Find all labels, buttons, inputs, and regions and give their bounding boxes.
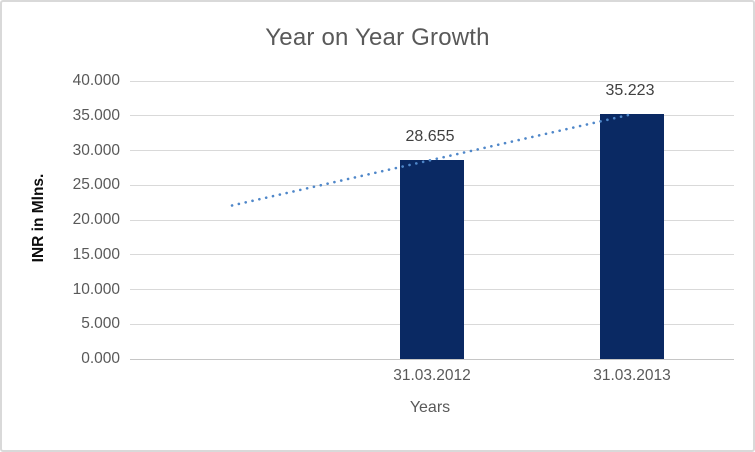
y-tick-label: 20.000 [72,211,120,228]
y-tick-label: 40.000 [72,72,120,89]
data-label: 28.655 [405,127,455,145]
y-tick-label: 10.000 [72,280,120,298]
y-tick-label: 35.000 [72,106,120,124]
data-label: 35.223 [605,82,655,100]
y-tick-label: 30.000 [72,141,120,159]
x-axis-line [130,358,734,360]
y-tick-label: 15.000 [72,245,120,263]
bar-31.03.2012 [400,159,464,359]
x-tick-label: 31.03.2013 [593,367,671,384]
y-tick-label: 25.000 [72,176,120,194]
y-tick-label: 0.000 [81,350,120,367]
x-tick-label: 31.03.2012 [393,367,471,384]
gridline [130,80,734,82]
y-tick-label: 5.000 [81,315,120,333]
bar-31.03.2013 [600,114,664,359]
x-axis-title: Years [409,399,451,416]
chart-title: Year on Year Growth [265,24,490,51]
